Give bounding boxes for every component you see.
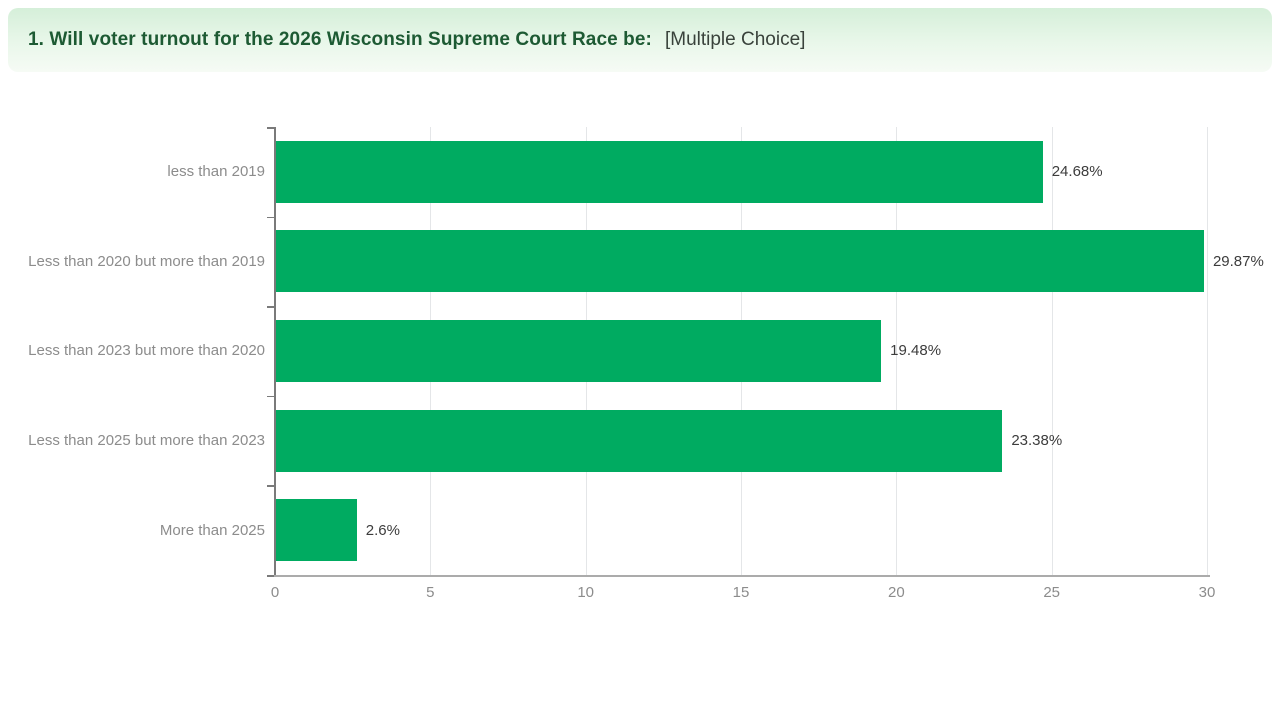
x-axis-tick-label: 25 — [1043, 584, 1060, 601]
x-axis-tick-label: 15 — [732, 584, 750, 601]
x-axis-tick-label: 10 — [577, 584, 594, 601]
y-axis — [274, 127, 276, 575]
value-label: 29.87% — [1212, 252, 1264, 270]
bar — [276, 499, 357, 562]
bar — [276, 320, 882, 382]
gridline — [1207, 127, 1208, 575]
y-axis-tick — [267, 216, 274, 219]
category-label: More than 2025 — [159, 521, 265, 539]
category-label: Less than 2023 but more than 2020 — [28, 342, 265, 360]
gridline — [1051, 127, 1053, 575]
value-label: 23.38% — [1011, 432, 1063, 450]
y-axis-tick — [267, 575, 274, 577]
category-label: Less than 2025 but more than 2023 — [28, 432, 265, 450]
y-axis-tick — [267, 306, 274, 308]
question-header: 1. Will voter turnout for the 2026 Wisco… — [8, 8, 1272, 72]
bar — [276, 230, 1204, 293]
value-label: 19.48% — [890, 342, 942, 360]
x-axis-tick-label: 5 — [426, 584, 435, 601]
y-axis-tick — [267, 395, 274, 398]
y-axis-tick — [267, 127, 274, 129]
x-axis-tick-label: 20 — [887, 584, 905, 601]
bar — [276, 140, 1043, 203]
bar — [276, 409, 1003, 472]
category-label: Less than 2020 but more than 2019 — [28, 252, 265, 270]
category-label: less than 2019 — [167, 163, 265, 181]
gridline — [896, 127, 898, 575]
x-axis-tick-label: 0 — [270, 584, 280, 601]
question-title: 1. Will voter turnout for the 2026 Wisco… — [28, 29, 652, 50]
x-axis — [274, 575, 1210, 577]
value-label: 24.68% — [1051, 163, 1103, 181]
y-axis-tick — [267, 485, 274, 487]
x-axis-tick-label: 30 — [1198, 584, 1216, 601]
value-label: 2.6% — [365, 521, 400, 539]
question-type-label: [Multiple Choice] — [664, 29, 806, 50]
